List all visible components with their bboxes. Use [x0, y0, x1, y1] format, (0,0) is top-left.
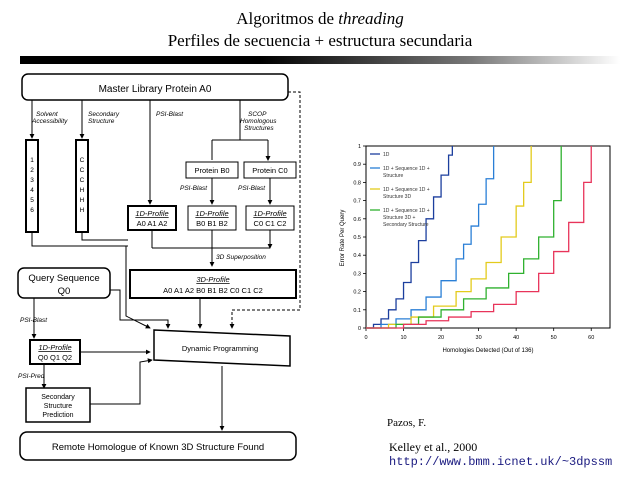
series-line-2	[366, 146, 532, 329]
psi-blast-label-c: PSI-Blast	[238, 185, 266, 192]
ss-prediction-label: Secondary Structure Prediction	[41, 394, 75, 419]
chart-y-axis-label: Error Rate Per Query	[340, 210, 346, 267]
superposition-label: 3D Superposition	[216, 254, 266, 261]
line-query-right	[110, 289, 171, 329]
chart-x-axis-label: Homologies Detected (Out of 136)	[442, 348, 533, 354]
y-tick-label-4: 0.4	[353, 253, 361, 259]
psi-pred-label: PSI-Pred	[18, 373, 45, 380]
line-solvent-down	[31, 232, 128, 247]
y-tick-label-2: 0.2	[353, 290, 361, 296]
dynamic-programming-box	[153, 329, 291, 367]
series-line-0	[366, 146, 453, 329]
legend-label-1-1: Structure	[383, 173, 404, 179]
secondary-structure-column	[75, 139, 89, 233]
query-sequence-label: Query Sequence	[28, 273, 99, 284]
author-credit: Pazos, F.	[387, 417, 427, 429]
line-sspred-to-dp	[90, 358, 153, 405]
y-tick-label-10: 1	[358, 144, 361, 150]
line-columns-to-dp	[125, 246, 151, 329]
slide-subtitle: Perfiles de secuencia + estructura secun…	[167, 31, 473, 50]
profile-c-values: C0 C1 C2	[254, 219, 287, 228]
legend-label-0-0: 1D	[383, 152, 390, 158]
profile-3d-title: 3D-Profile	[196, 275, 229, 284]
remote-homologue-label: Remote Homologue of Known 3D Structure F…	[52, 442, 264, 453]
profile-b-title: 1D-Profile	[195, 209, 228, 218]
solvent-accessibility-column	[25, 139, 39, 233]
profile-a-values: A0 A1 A2	[137, 219, 168, 228]
query-sequence-id: Q0	[58, 286, 71, 297]
x-tick-label-0: 0	[364, 335, 367, 341]
threading-flow-diagram: Master Library Protein A0 Solvent Accessi…	[17, 73, 301, 461]
master-dashed-connector	[229, 91, 301, 329]
x-tick-label-2: 20	[438, 335, 444, 341]
query-profile-values: Q0 Q1 Q2	[38, 353, 72, 362]
profile-3d-box	[129, 269, 297, 299]
ss-prediction-box	[25, 387, 91, 423]
x-tick-label-4: 40	[513, 335, 519, 341]
series-line-3	[366, 146, 562, 329]
protein-c0-label: Protein C0	[252, 166, 287, 175]
y-tick-label-0: 0	[358, 326, 361, 332]
citation: Kelley et al., 2000	[389, 440, 478, 454]
lines-to-superposition	[151, 230, 270, 248]
legend-label-1-0: 1D + Sequence 1D +	[383, 166, 430, 172]
y-tick-label-8: 0.8	[353, 180, 361, 186]
query-profile-title: 1D-Profile	[38, 343, 71, 352]
legend-label-2-1: Structure 3D	[383, 194, 411, 200]
series-line-1	[366, 146, 495, 329]
master-library-label: Master Library Protein A0	[99, 84, 212, 95]
solvent-accessibility-label: Solvent Accessibility	[31, 111, 68, 125]
secondary-structure-label: Secondary Structure	[88, 111, 120, 125]
psi-blast-label-b: PSI-Blast	[180, 185, 208, 192]
profile-b-box	[187, 205, 237, 231]
superposition-join	[152, 247, 270, 266]
line-secondary-down	[81, 232, 128, 241]
profile-c-title: 1D-Profile	[253, 209, 286, 218]
legend-label-2-0: 1D + Sequence 1D +	[383, 187, 430, 193]
slide-title-italic: threading	[338, 9, 404, 28]
x-tick-label-6: 60	[588, 335, 594, 341]
profile-a-title: 1D-Profile	[135, 209, 168, 218]
error-rate-chart: 0 0.1 0.2 0.3 0.4 0.5 0.6 0.7 0.8 0.9 1 0 10 20 30 40 5…	[340, 144, 611, 354]
title-rule	[20, 56, 620, 64]
legend-label-3-2: Secondary Structure	[383, 222, 429, 228]
legend-label-3-1: Structure 3D +	[383, 215, 415, 221]
profile-b-values: B0 B1 B2	[196, 219, 228, 228]
series-line-4	[366, 146, 592, 329]
y-tick-label-6: 0.6	[353, 217, 361, 223]
profile-3d-values: A0 A1 A2 B0 B1 B2 C0 C1 C2	[163, 286, 263, 295]
dynamic-programming-label: Dynamic Programming	[182, 344, 258, 353]
y-tick-label-3: 0.3	[353, 271, 361, 277]
query-sequence-box	[17, 267, 111, 299]
master-library-box	[21, 73, 289, 101]
legend-label-3-0: 1D + Sequence 1D +	[383, 208, 430, 214]
y-tick-label-9: 0.9	[353, 162, 361, 168]
x-tick-label-1: 10	[400, 335, 406, 341]
y-tick-label-5: 0.5	[353, 235, 361, 241]
source-url-link[interactable]: http://www.bmm.icnet.uk/~3dpssm	[389, 455, 613, 469]
x-tick-label-3: 30	[476, 335, 482, 341]
line-scop-split	[211, 139, 268, 160]
remote-homologue-box	[19, 431, 297, 461]
y-tick-label-1: 0.1	[353, 308, 361, 314]
x-tick-label-5: 50	[551, 335, 557, 341]
protein-b0-label: Protein B0	[194, 166, 229, 175]
slide-title: Algoritmos de threading	[0, 9, 640, 29]
scop-label: SCOP Homologous Structures	[240, 111, 277, 132]
psi-blast-label-q: PSI-Blast	[20, 317, 48, 324]
psi-blast-label-a: PSI-Blast	[156, 111, 184, 118]
y-tick-label-7: 0.7	[353, 199, 361, 205]
slide-title-prefix: Algoritmos de	[236, 9, 339, 28]
